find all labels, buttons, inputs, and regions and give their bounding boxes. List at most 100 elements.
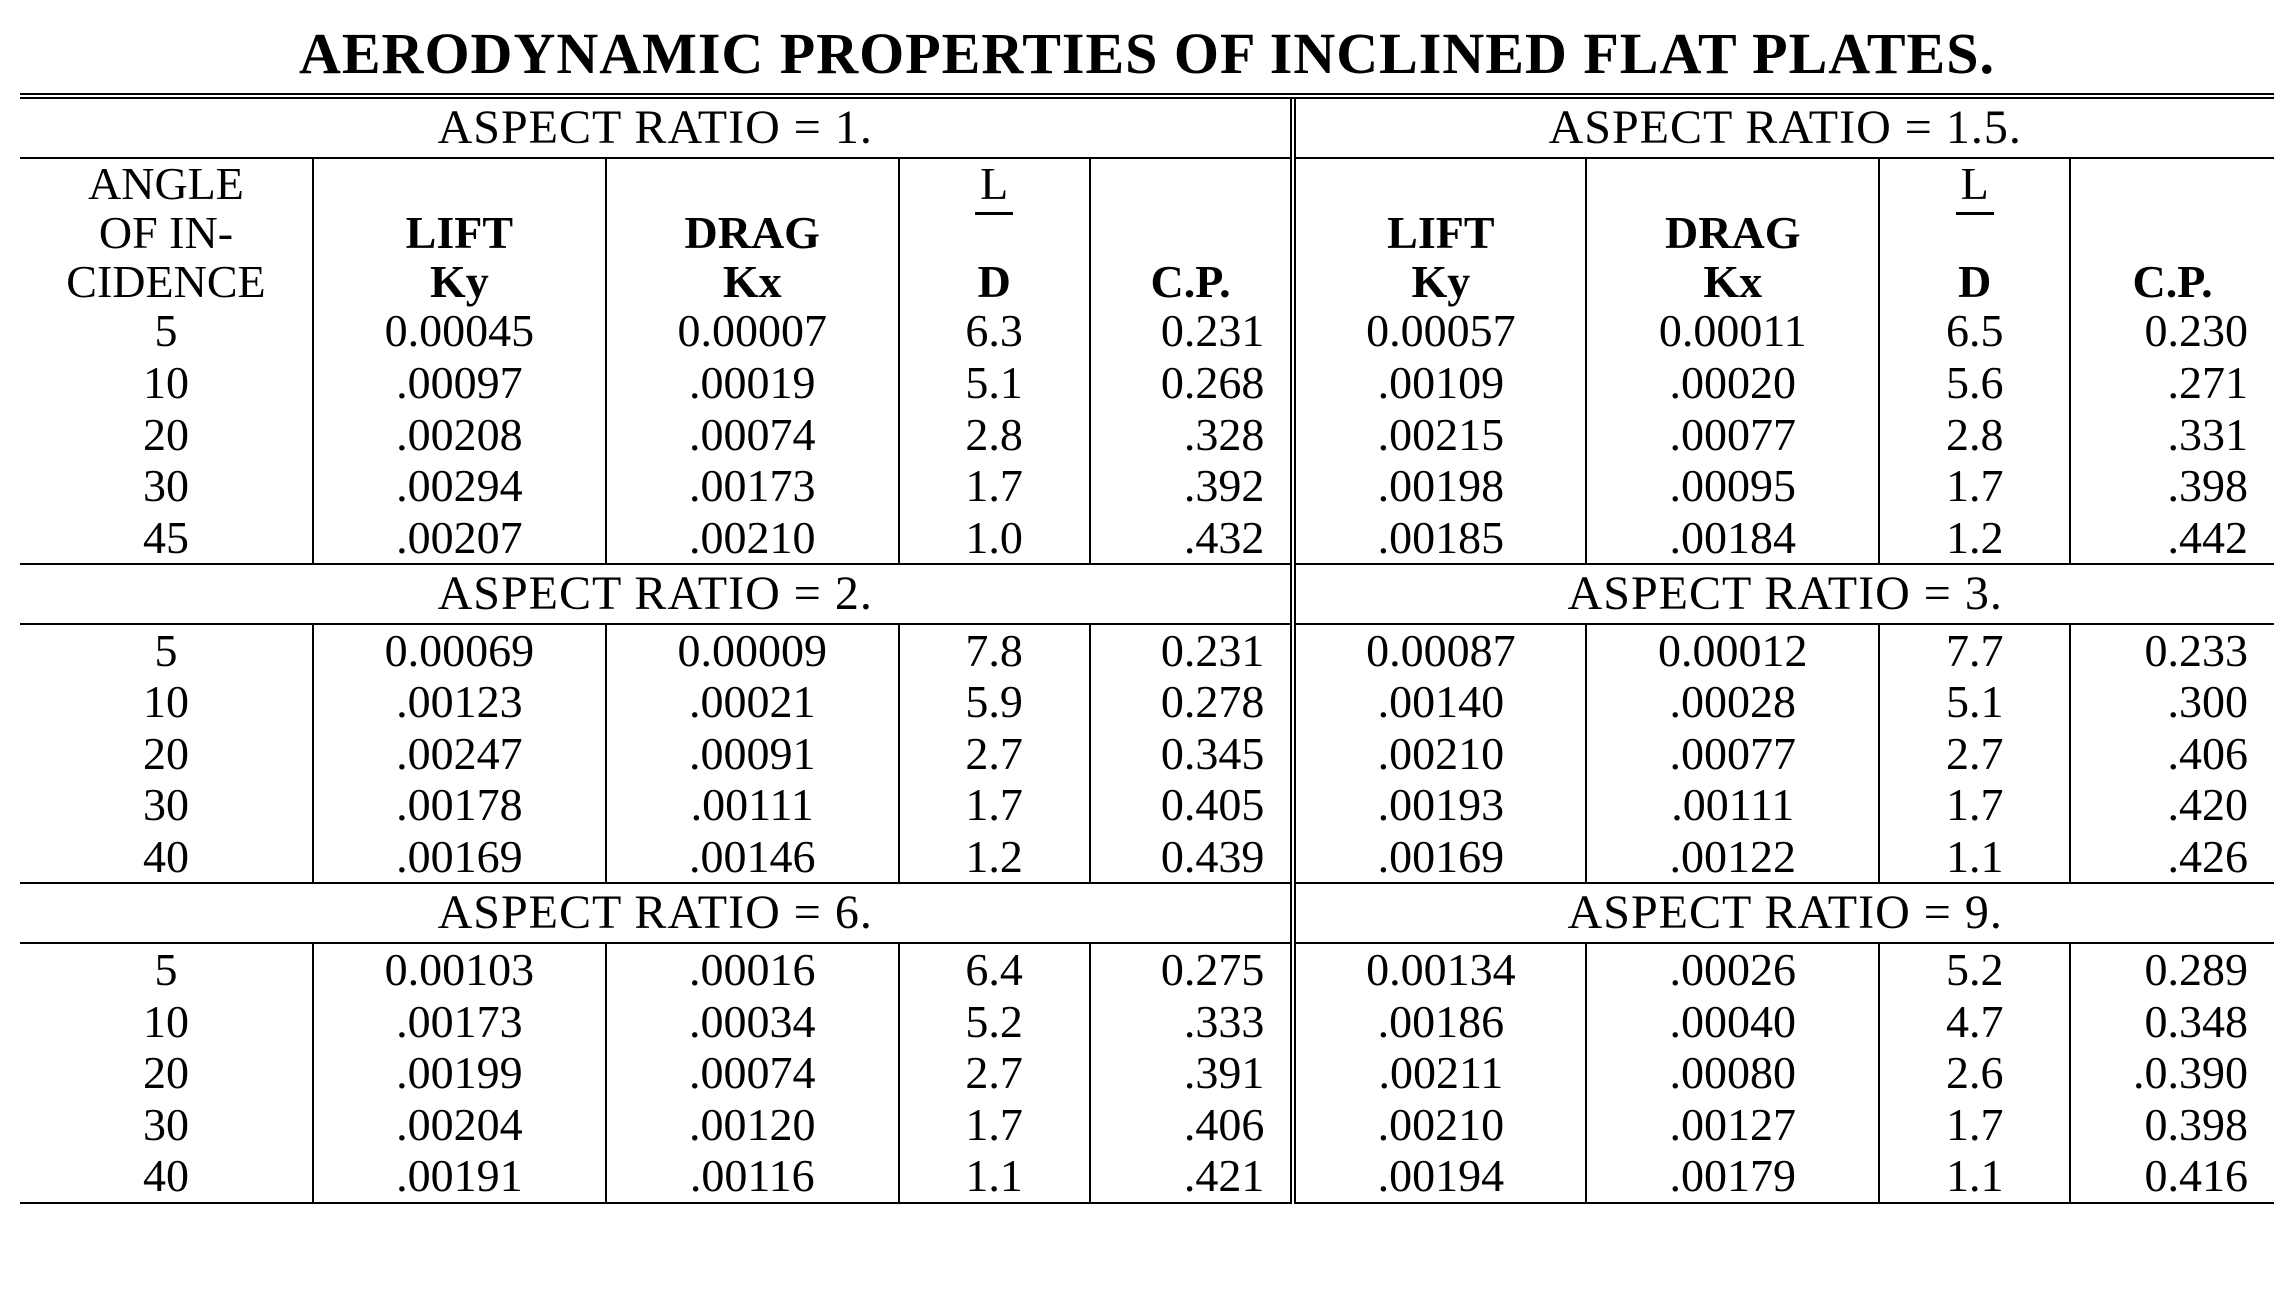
ld-cell: 7.7: [1879, 625, 2070, 677]
lift-cell: .00097: [313, 357, 606, 409]
lift-cell: .00194: [1293, 1150, 1586, 1203]
cp-cell: .333: [1090, 996, 1294, 1048]
col-ld-r: L: [1879, 158, 2070, 208]
lift-cell: .00210: [1293, 1099, 1586, 1151]
drag-cell: .00040: [1586, 996, 1879, 1048]
lift-cell: .00215: [1293, 409, 1586, 461]
drag-cell: .00095: [1586, 460, 1879, 512]
ld-cell: 1.2: [1879, 512, 2070, 565]
ld-cell: 1.7: [899, 779, 1090, 831]
col-ld: L: [899, 158, 1090, 208]
drag-cell: .00111: [1586, 779, 1879, 831]
angle-cell: 30: [20, 779, 313, 831]
cp-cell: 0.348: [2070, 996, 2274, 1048]
drag-cell: 0.00007: [606, 305, 899, 357]
angle-cell: 30: [20, 1099, 313, 1151]
drag-cell: .00077: [1586, 409, 1879, 461]
angle-cell: 30: [20, 460, 313, 512]
cp-cell: .0.390: [2070, 1047, 2274, 1099]
cp-cell: .328: [1090, 409, 1294, 461]
ld-cell: 5.9: [899, 676, 1090, 728]
lift-cell: .00210: [1293, 728, 1586, 780]
cp-cell: .391: [1090, 1047, 1294, 1099]
ld-cell: 2.7: [1879, 728, 2070, 780]
ld-cell: 2.7: [899, 1047, 1090, 1099]
cp-cell: .426: [2070, 831, 2274, 884]
drag-cell: .00074: [606, 409, 899, 461]
cp-cell: 0.275: [1090, 944, 1294, 996]
page-title: AERODYNAMIC PROPERTIES OF INCLINED FLAT …: [20, 20, 2274, 87]
lift-cell: .00140: [1293, 676, 1586, 728]
cp-cell: .442: [2070, 512, 2274, 565]
ld-cell: 7.8: [899, 625, 1090, 677]
ld-cell: 6.5: [1879, 305, 2070, 357]
col-drag-r: [1586, 158, 1879, 208]
col-lift-r: [1293, 158, 1586, 208]
drag-cell: .00111: [606, 779, 899, 831]
ld-cell: 1.1: [899, 1150, 1090, 1203]
section-header-right: ASPECT RATIO = 9.: [1293, 883, 2274, 943]
drag-cell: .00122: [1586, 831, 1879, 884]
ld-fraction-bar: [975, 212, 1013, 215]
section-header-left: ASPECT RATIO = 1.: [20, 96, 1293, 158]
lift-cell: .00193: [1293, 779, 1586, 831]
ld-cell: 6.3: [899, 305, 1090, 357]
ld-cell: 1.2: [899, 831, 1090, 884]
drag-cell: .00020: [1586, 357, 1879, 409]
cp-cell: .398: [2070, 460, 2274, 512]
ld-cell: 2.6: [1879, 1047, 2070, 1099]
cp-cell: 0.233: [2070, 625, 2274, 677]
lift-cell: 0.00087: [1293, 625, 1586, 677]
lift-cell: 0.00069: [313, 625, 606, 677]
ld-cell: 5.1: [1879, 676, 2070, 728]
ld-cell: 5.6: [1879, 357, 2070, 409]
ld-cell: 1.7: [899, 1099, 1090, 1151]
drag-cell: .00146: [606, 831, 899, 884]
ld-cell: 1.7: [899, 460, 1090, 512]
cp-cell: .421: [1090, 1150, 1294, 1203]
ld-cell: 1.1: [1879, 831, 2070, 884]
section-header-right: ASPECT RATIO = 1.5.: [1293, 96, 2274, 158]
angle-cell: 5: [20, 305, 313, 357]
cp-cell: .406: [1090, 1099, 1294, 1151]
cp-cell: 0.345: [1090, 728, 1294, 780]
drag-cell: .00173: [606, 460, 899, 512]
angle-cell: 5: [20, 625, 313, 677]
lift-cell: .00178: [313, 779, 606, 831]
cp-cell: 0.439: [1090, 831, 1294, 884]
cp-cell: .420: [2070, 779, 2274, 831]
col-cp-r: [2070, 158, 2274, 208]
col-angle: ANGLE: [20, 158, 313, 208]
cp-cell: 0.398: [2070, 1099, 2274, 1151]
cp-cell: .271: [2070, 357, 2274, 409]
angle-cell: 20: [20, 728, 313, 780]
cp-cell: 0.231: [1090, 305, 1294, 357]
drag-cell: .00116: [606, 1150, 899, 1203]
drag-cell: .00028: [1586, 676, 1879, 728]
cp-cell: 0.416: [2070, 1150, 2274, 1203]
drag-cell: .00127: [1586, 1099, 1879, 1151]
lift-cell: .00204: [313, 1099, 606, 1151]
ld-cell: 1.7: [1879, 1099, 2070, 1151]
ld-cell: 5.1: [899, 357, 1090, 409]
angle-cell: 40: [20, 1150, 313, 1203]
drag-cell: .00179: [1586, 1150, 1879, 1203]
drag-cell: 0.00009: [606, 625, 899, 677]
lift-cell: .00186: [1293, 996, 1586, 1048]
lift-cell: .00199: [313, 1047, 606, 1099]
lift-cell: .00123: [313, 676, 606, 728]
section-header-left: ASPECT RATIO = 6.: [20, 883, 1293, 943]
lift-cell: .00185: [1293, 512, 1586, 565]
cp-cell: 0.230: [2070, 305, 2274, 357]
lift-cell: .00247: [313, 728, 606, 780]
ld-cell: 5.2: [899, 996, 1090, 1048]
lift-cell: .00109: [1293, 357, 1586, 409]
drag-cell: .00019: [606, 357, 899, 409]
drag-cell: .00077: [1586, 728, 1879, 780]
cp-cell: 0.278: [1090, 676, 1294, 728]
lift-cell: 0.00134: [1293, 944, 1586, 996]
ld-cell: 4.7: [1879, 996, 2070, 1048]
drag-cell: .00080: [1586, 1047, 1879, 1099]
drag-cell: .00016: [606, 944, 899, 996]
cp-cell: .300: [2070, 676, 2274, 728]
